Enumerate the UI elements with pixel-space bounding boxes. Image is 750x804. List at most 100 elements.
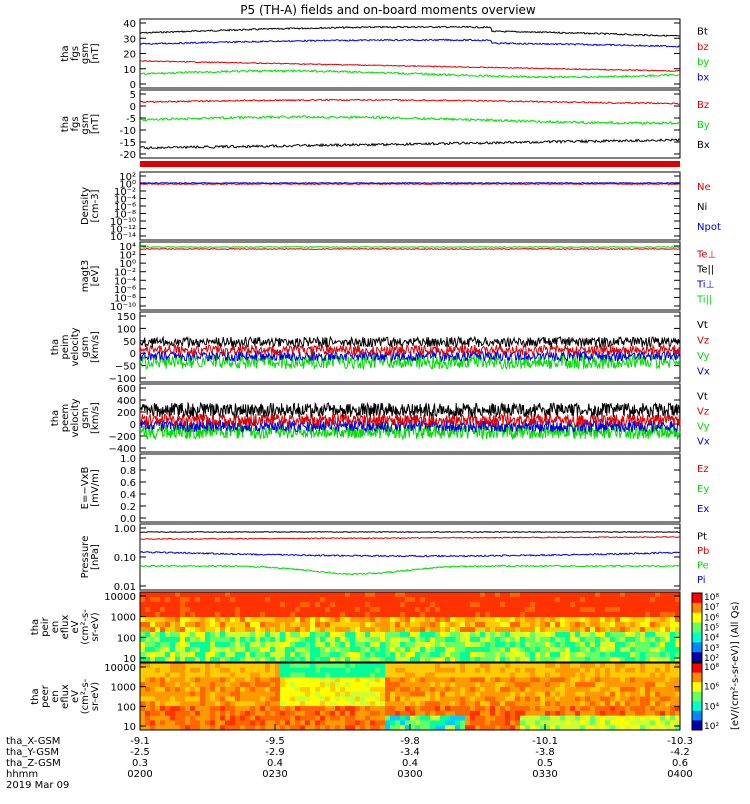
spectrogram-cell [370, 642, 376, 648]
spectrogram-cell [310, 682, 316, 688]
spectrogram-cell [495, 642, 501, 648]
spectrogram-cell [155, 696, 161, 702]
y-tick-label: 40 [123, 19, 136, 30]
spectrogram-cell [470, 622, 476, 628]
spectrogram-cell [510, 667, 516, 673]
spectrogram-cell [340, 592, 346, 598]
y-axis-label: peim [60, 334, 71, 359]
spectrogram-cell [525, 701, 531, 707]
spectrogram-cell [585, 632, 591, 638]
spectrogram-cell [610, 715, 616, 721]
spectrogram-cell [510, 617, 516, 623]
spectrogram-cell [530, 677, 536, 683]
spectrogram-cell [570, 632, 576, 638]
spectrogram-cell [665, 602, 671, 608]
spectrogram-cell [605, 607, 611, 613]
spectrogram-cell [575, 691, 581, 697]
spectrogram-cell [205, 701, 211, 707]
spectrogram-cell [485, 627, 491, 633]
spectrogram-cell [240, 663, 246, 669]
spectrogram-cell [170, 647, 176, 653]
spectrogram-cell [515, 667, 521, 673]
spectrogram-cell [420, 602, 426, 608]
spectrogram-cell [310, 592, 316, 598]
colorbar-swatch [692, 720, 702, 731]
spectrogram-cell [600, 637, 606, 643]
spectrogram-cell [560, 715, 566, 721]
spectrogram-cell [300, 652, 306, 658]
panel-frame [139, 453, 681, 523]
spectrogram-cell [575, 725, 581, 731]
spectrogram-cell [590, 715, 596, 721]
spectrogram-cell [435, 720, 441, 726]
spectrogram-cell [670, 647, 676, 653]
colorbar-swatch [692, 701, 702, 712]
spectrogram-cell [185, 720, 191, 726]
spectrogram-cell [440, 597, 446, 603]
spectrogram-cell [515, 672, 521, 678]
spectrogram-cell [435, 663, 441, 669]
spectrogram-cell [345, 682, 351, 688]
spectrogram-cell [475, 592, 481, 598]
spectrogram-cell [640, 627, 646, 633]
spectrogram-cell [675, 672, 681, 678]
spectrogram-cell [205, 622, 211, 628]
spectrogram-cell [240, 672, 246, 678]
spectrogram-cell [210, 715, 216, 721]
spectrogram-cell [440, 637, 446, 643]
spectrogram-cell [190, 682, 196, 688]
spectrogram-cell [415, 607, 421, 613]
spectrogram-cell [265, 715, 271, 721]
spectrogram-cell [225, 627, 231, 633]
spectrogram-cell [480, 612, 486, 618]
spectrogram-cell [300, 720, 306, 726]
spectrogram-cell [580, 686, 586, 693]
spectrogram-cell [615, 652, 621, 658]
y-axis-label: (cm²-s- [80, 609, 91, 645]
spectrogram-cell [450, 602, 456, 608]
spectrogram-cell [475, 597, 481, 603]
spectrogram-cell [650, 715, 656, 721]
spectrogram-cell [565, 663, 571, 669]
spectrogram-cell [645, 607, 651, 613]
spectrogram-cell [460, 592, 466, 598]
spectrogram-cell [390, 715, 396, 721]
spectrogram-cell [360, 597, 366, 603]
spectrogram-cell [200, 667, 206, 673]
spectrogram-cell [305, 677, 311, 683]
spectrogram-cell [175, 657, 181, 663]
spectrogram-cell [180, 725, 186, 731]
spectrogram-cell [490, 637, 496, 643]
spectrogram-cell [170, 637, 176, 643]
spectrogram-cell [220, 686, 226, 693]
spectrogram-cell [550, 663, 556, 669]
spectrogram-cell [595, 686, 601, 693]
spectrogram-cell [525, 677, 531, 683]
spectrogram-cell [530, 710, 536, 717]
spectrogram-cell [510, 607, 516, 613]
spectrogram-cell [645, 696, 651, 702]
spectrogram-cell [220, 696, 226, 702]
spectrogram-cell [670, 696, 676, 702]
spectrogram-cell [350, 667, 356, 673]
spectrogram-cell [365, 652, 371, 658]
spectrogram-cell [185, 657, 191, 663]
spectrogram-cell [150, 725, 156, 731]
spectrogram-cell [535, 725, 541, 731]
spectrogram-cell [415, 682, 421, 688]
spectrogram-cell [665, 607, 671, 613]
spectrogram-cell [570, 701, 576, 707]
spectrogram-cell [185, 627, 191, 633]
spectrogram-cell [475, 682, 481, 688]
spectrogram-cell [535, 602, 541, 608]
colorbar-tick-label: 10⁸ [704, 593, 719, 603]
spectrogram-cell [440, 617, 446, 623]
spectrogram-cell [200, 642, 206, 648]
y-tick-label: -15 [120, 138, 136, 149]
spectrogram-cell [595, 672, 601, 678]
spectrogram-cell [140, 701, 146, 707]
spectrogram-cell [475, 652, 481, 658]
y-tick-label: 50 [123, 337, 136, 348]
spectrogram-cell [220, 652, 226, 658]
spectrogram-cell [210, 607, 216, 613]
